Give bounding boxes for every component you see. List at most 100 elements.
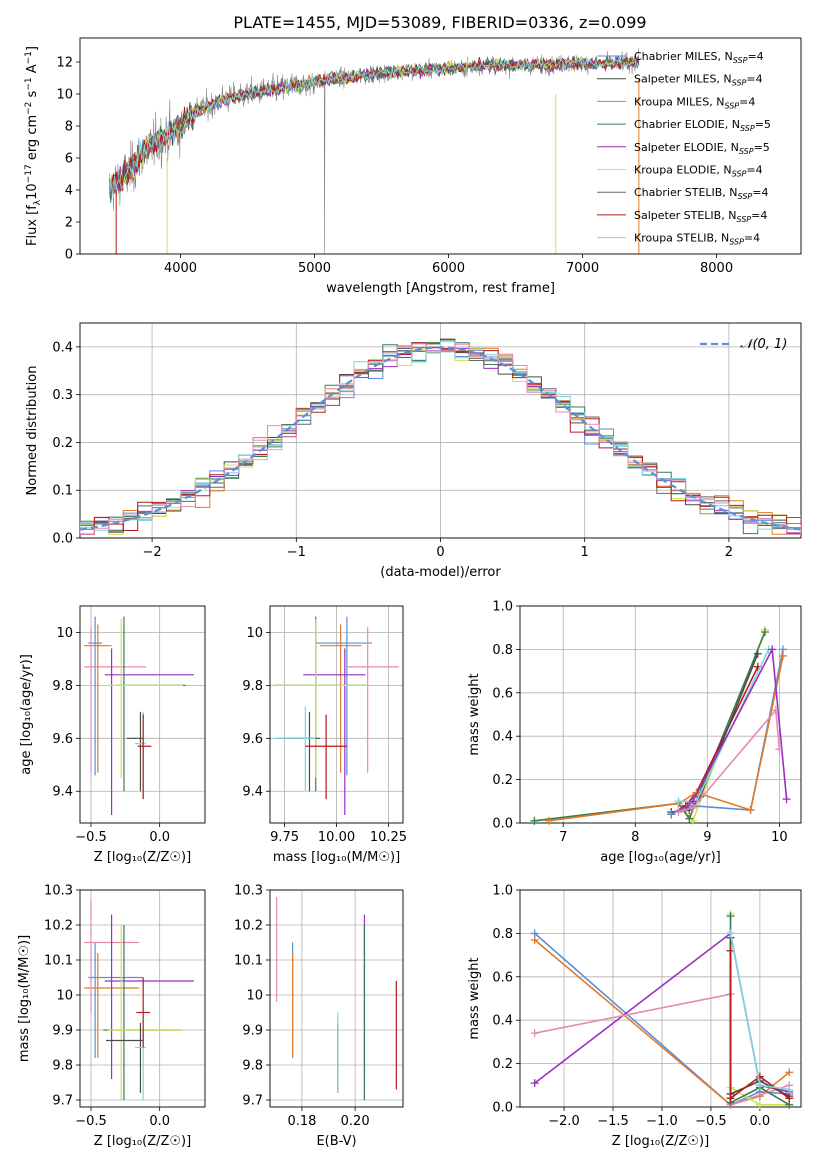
y-tick-label: 9.4 <box>52 785 73 800</box>
weight-series-line <box>671 653 759 813</box>
x-axis-label: age [log₁₀(age/yr)] <box>600 850 721 865</box>
x-axis-label: mass [log₁₀(M/M☉)] <box>273 850 400 865</box>
y-tick-label: 0.6 <box>492 970 513 985</box>
legend-entry-tail: =5 <box>755 118 771 131</box>
x-tick-label: 10.25 <box>370 830 407 845</box>
y-tick-label: 0.0 <box>492 1101 513 1116</box>
y-tick-label: 10.1 <box>44 954 73 969</box>
x-tick-label: 0.18 <box>287 1114 316 1129</box>
y-tick-label: 10 <box>56 88 73 103</box>
y-tick-label: 4 <box>65 184 73 199</box>
x-tick-label: 5000 <box>298 261 331 276</box>
weight-series-line <box>670 666 759 815</box>
x-tick-label: −0.5 <box>75 1114 107 1129</box>
x-tick-label: −1.5 <box>597 1114 629 1129</box>
x-tick-label: 0.0 <box>149 830 170 845</box>
legend-entry-sub: SSP <box>733 56 748 65</box>
legend-entry-sub: SSP <box>739 147 754 156</box>
y-tick-label: 1.0 <box>492 884 513 899</box>
x-tick-label: 9 <box>703 830 711 845</box>
y-tick-label: 9.6 <box>52 732 73 747</box>
weight-series-line <box>685 646 788 809</box>
y-axis-label-part: −17 <box>24 164 34 183</box>
y-tick-label: 10.2 <box>44 919 73 934</box>
legend-entry-tail: =4 <box>746 73 762 86</box>
y-axis-label: mass weight <box>467 957 482 1039</box>
y-tick-label: 10 <box>56 626 73 641</box>
x-tick-label: 2 <box>725 545 733 560</box>
y-tick-label: 9.8 <box>52 679 73 694</box>
legend-entry-name: Salpeter MILES, N <box>634 73 732 86</box>
legend-entry-name: Chabrier STELIB, N <box>634 186 738 199</box>
weight-series-line <box>548 655 784 822</box>
x-tick-label: −2.0 <box>548 1114 580 1129</box>
y-tick-label: 10.3 <box>44 884 73 899</box>
y-tick-label: 0.1 <box>52 484 73 499</box>
x-tick-label: 7000 <box>566 261 599 276</box>
y-axis-label-part: erg cm <box>25 115 40 164</box>
legend-entry-name: Kroupa MILES, N <box>634 95 724 108</box>
y-tick-label: 0 <box>65 248 73 263</box>
y-axis-label-part: 10 <box>25 183 40 200</box>
y-tick-label: 9.9 <box>242 1024 263 1039</box>
y-tick-label: 10 <box>56 989 73 1004</box>
x-tick-label: 0.0 <box>149 1114 170 1129</box>
plot-frame <box>519 605 802 824</box>
y-axis-label: Normed distribution <box>25 366 40 496</box>
plot-frame <box>519 889 802 1108</box>
y-axis-label-part: −1 <box>24 51 34 64</box>
y-tick-label: 0.4 <box>52 340 73 355</box>
x-axis-label: Z [log₁₀(Z/Z☉)] <box>612 1134 709 1149</box>
figure-title: PLATE=1455, MJD=53089, FIBERID=0336, z=0… <box>233 13 646 32</box>
y-tick-label: 0.3 <box>52 388 73 403</box>
weight-series-line <box>678 708 781 813</box>
y-tick-label: 1.0 <box>492 600 513 615</box>
y-tick-label: 10.2 <box>234 919 263 934</box>
y-tick-label: 0.8 <box>492 643 513 658</box>
legend-entry-name: Kroupa ELODIE, N <box>634 164 732 177</box>
model-spectrum-line <box>109 55 640 198</box>
x-tick-label: 4000 <box>164 261 197 276</box>
legend-entry: Kroupa MILES, NSSP=4 <box>634 95 755 110</box>
y-axis-label-part: −2 <box>24 102 34 115</box>
x-tick-label: 7 <box>559 830 567 845</box>
y-tick-label: 9.4 <box>242 785 263 800</box>
y-axis-label-part: ] <box>25 46 40 51</box>
y-tick-label: 0.4 <box>492 730 513 745</box>
y-tick-label: 9.7 <box>52 1094 73 1109</box>
residual-histogram-line <box>80 343 801 535</box>
y-axis-label: mass [log₁₀(M/M☉)] <box>17 935 32 1062</box>
plot-frame <box>79 605 206 824</box>
y-tick-label: 9.8 <box>52 1059 73 1074</box>
y-tick-label: 0.4 <box>492 1014 513 1029</box>
legend-entry-tail: =4 <box>739 95 755 108</box>
plot-frame <box>269 605 404 824</box>
normal-distribution-curve <box>79 346 802 531</box>
legend-entry-sub: SSP <box>740 124 755 133</box>
legend-entry-name: Chabrier ELODIE, N <box>634 118 740 131</box>
legend-entry: Salpeter STELIB, NSSP=4 <box>634 209 767 224</box>
x-tick-label: −1.0 <box>646 1114 678 1129</box>
legend-entry-tail: =4 <box>752 186 768 199</box>
mass-vs-reddening-panel: 0.18 0.20 9.7 9.8 9.9 10 10.1 10.2 10.3 E(B-V) <box>234 884 404 1149</box>
weight-series-line <box>534 932 790 1106</box>
x-axis-label: Z [log₁₀(Z/Z☉)] <box>94 850 191 865</box>
x-tick-label: −1 <box>287 545 306 560</box>
residuals-panel: −2 −1 0 1 2 0.0 0.1 0.2 0.3 0.4 (data-model)/error… <box>25 322 802 580</box>
legend-entry-name: Salpeter STELIB, N <box>634 209 736 222</box>
legend-entry: Salpeter ELODIE, NSSP=5 <box>634 141 770 156</box>
legend-entry-tail: =5 <box>754 141 770 154</box>
y-tick-label: 0.2 <box>52 436 73 451</box>
y-axis-label-part: s <box>25 90 40 101</box>
weight-series-line <box>534 631 766 822</box>
age-vs-mass-panel: 9.75 10.00 10.25 9.4 9.6 9.8 10 mass [log₁₀(M/M… <box>242 605 407 865</box>
y-axis-label: Flux [fλ10−17 erg cm−2 s−1 A−1] <box>24 46 43 246</box>
mass-vs-metallicity-panel: −0.5 0.0 9.7 9.8 9.9 10 10.1 10.2 10.3 Z [log₁₀(Z… <box>17 884 206 1149</box>
legend-entry-name: Chabrier MILES, N <box>634 50 733 63</box>
age-vs-metallicity-panel: −0.5 0.0 9.4 9.6 9.8 10 Z [log₁₀(Z/Z☉)] age [lo… <box>19 605 206 865</box>
spectrum-panel: 4000 5000 6000 7000 8000 0 2 4 6 8 10 12 wavelength … <box>24 37 802 296</box>
x-axis-label: E(B-V) <box>316 1134 356 1149</box>
plot-frame <box>269 889 404 1108</box>
x-tick-label: 9.75 <box>270 830 299 845</box>
y-tick-label: 0.0 <box>52 532 73 547</box>
